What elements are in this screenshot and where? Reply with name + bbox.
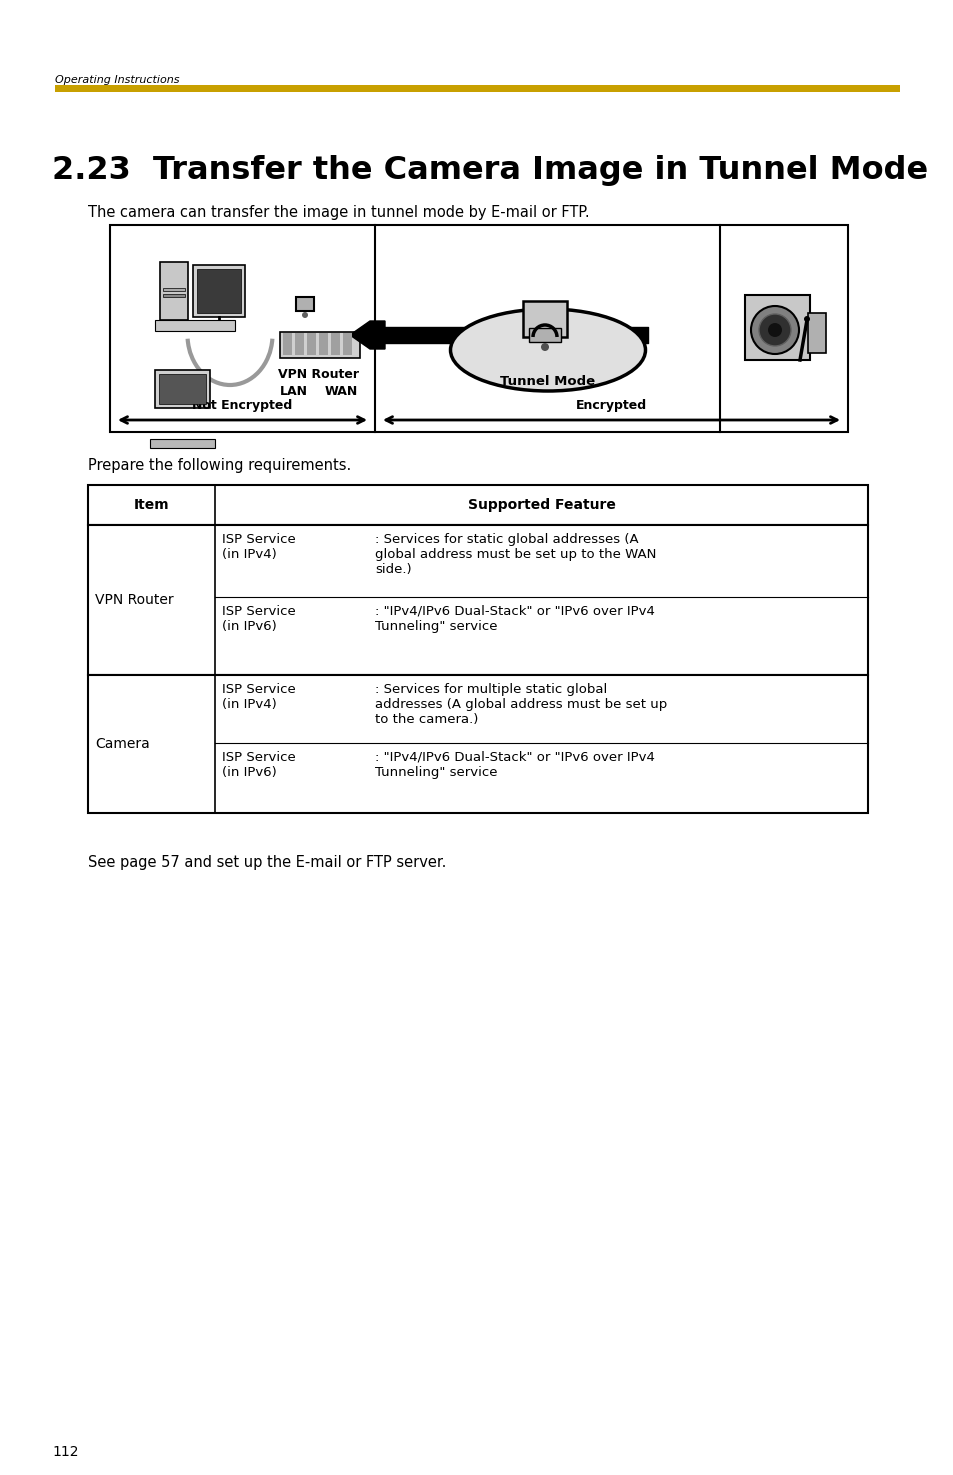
Circle shape [767,323,781,336]
Text: ISP Service
(in IPv6): ISP Service (in IPv6) [222,751,295,779]
Text: Prepare the following requirements.: Prepare the following requirements. [88,459,351,473]
Ellipse shape [450,308,645,391]
Bar [529,327,560,342]
Text: Camera: Camera [95,738,150,751]
Bar [207,322,231,327]
Bar [196,268,241,313]
Text: The camera can transfer the image in tunnel mode by E-mail or FTP.: The camera can transfer the image in tun… [88,205,589,220]
Text: 112: 112 [52,1446,78,1459]
Circle shape [803,316,809,322]
Circle shape [750,305,799,354]
Text: ISP Service
(in IPv4): ISP Service (in IPv4) [222,532,295,560]
Bar [88,485,867,525]
Circle shape [540,344,548,351]
Text: : "IPv4/IPv6 Dual-Stack" or "IPv6 over IPv4
Tunneling" service: : "IPv4/IPv6 Dual-Stack" or "IPv6 over I… [375,751,654,779]
Bar [343,333,352,355]
Bar [160,263,188,320]
Text: : "IPv4/IPv6 Dual-Stack" or "IPv6 over IPv4
Tunneling" service: : "IPv4/IPv6 Dual-Stack" or "IPv6 over I… [375,605,654,633]
Text: ISP Service
(in IPv6): ISP Service (in IPv6) [222,605,295,633]
Text: ISP Service
(in IPv4): ISP Service (in IPv4) [222,683,295,711]
Bar [283,333,292,355]
Bar [163,294,185,296]
Bar [88,525,867,676]
Text: WAN: WAN [325,385,358,398]
Text: VPN Router: VPN Router [277,367,358,381]
FancyArrow shape [350,322,385,350]
Bar [55,86,899,91]
Bar [110,226,847,432]
Bar [807,313,825,353]
Bar [280,332,359,358]
Bar [307,333,315,355]
Text: Tunnel Mode: Tunnel Mode [500,375,595,388]
Bar [522,301,566,336]
Text: Not Encrypted: Not Encrypted [193,400,293,412]
Bar [154,370,210,409]
Bar [154,320,234,330]
Bar [295,296,314,311]
Text: : Services for multiple static global
addresses (A global address must be set up: : Services for multiple static global ad… [375,683,666,726]
Circle shape [302,313,308,319]
Bar [294,333,304,355]
Text: 2.23  Transfer the Camera Image in Tunnel Mode: 2.23 Transfer the Camera Image in Tunnel… [52,155,927,186]
Circle shape [759,314,790,347]
Bar [163,288,185,291]
Bar [193,266,245,317]
Text: Supported Feature: Supported Feature [467,499,615,512]
Text: Operating Instructions: Operating Instructions [55,75,179,86]
Bar [150,440,214,448]
Text: : Services for static global addresses (A
global address must be set up to the W: : Services for static global addresses (… [375,532,656,577]
Text: See page 57 and set up the E-mail or FTP server.: See page 57 and set up the E-mail or FTP… [88,855,446,870]
Bar [159,375,206,404]
Text: Encrypted: Encrypted [576,400,646,412]
Text: VPN Router: VPN Router [95,593,173,608]
Text: Item: Item [133,499,169,512]
Bar [318,333,328,355]
Text: LAN: LAN [280,385,308,398]
Bar [331,333,339,355]
Bar [744,295,809,360]
Bar [88,676,867,813]
